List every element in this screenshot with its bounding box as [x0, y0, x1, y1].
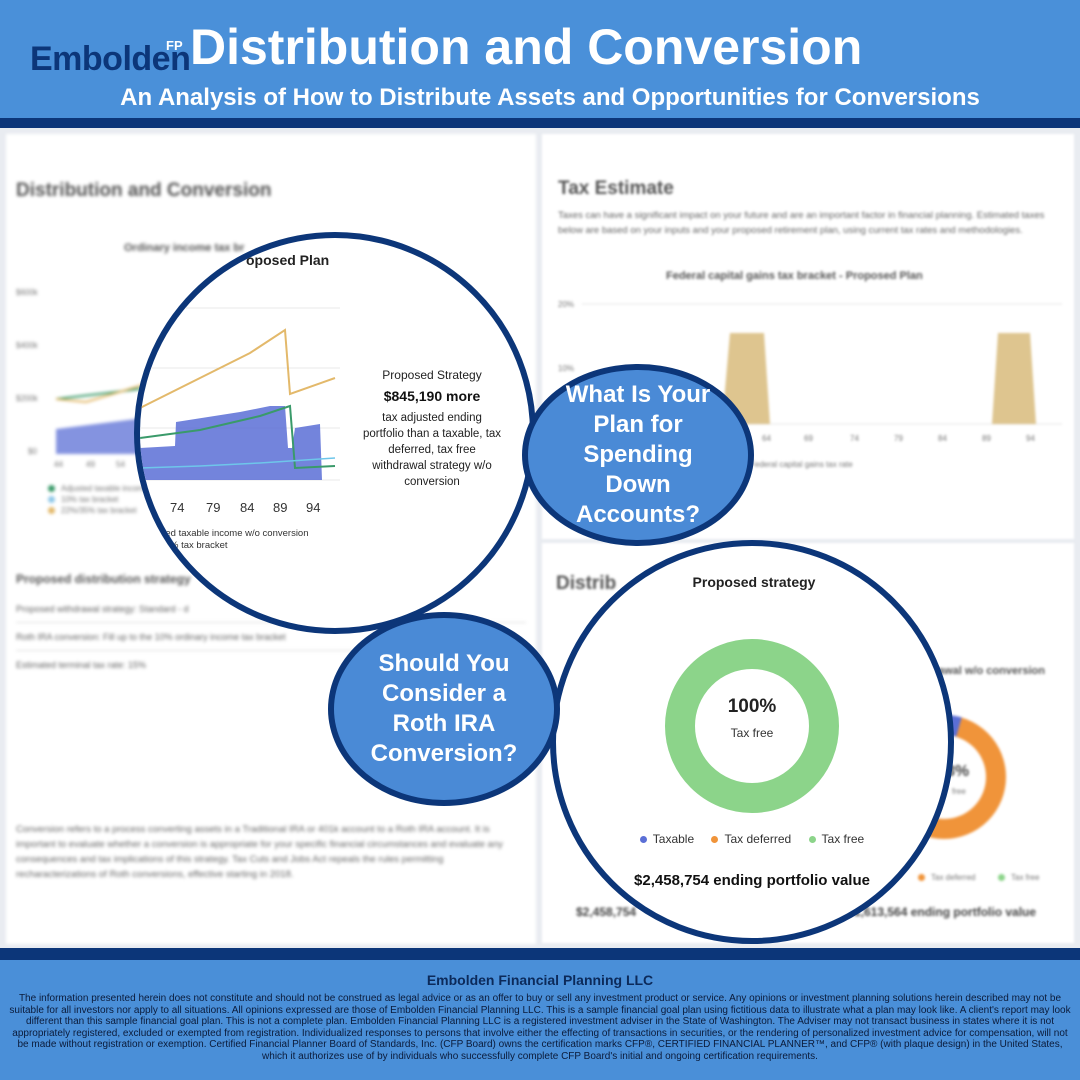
- strategy-line: Estimated terminal tax rate: 15%: [16, 660, 147, 670]
- donut-chart: [665, 639, 839, 813]
- x-tick: 79: [894, 434, 903, 443]
- strategy-amount: $845,190 more: [383, 388, 481, 404]
- donut-ending-value: $2,458,754 ending portfolio value: [634, 872, 870, 889]
- x-tick: 94: [306, 500, 321, 515]
- conversion-text: Conversion refers to a process convertin…: [16, 824, 503, 880]
- tax-area: [722, 333, 770, 424]
- strategy-label: Proposed Strategy: [382, 368, 482, 382]
- donut-legend: Taxable Tax deferred Tax free: [556, 832, 948, 846]
- right-portfolio-value: 1,613,564 ending portfolio value: [854, 905, 1037, 919]
- y-tick: $0: [28, 447, 37, 456]
- donut-label: free: [952, 787, 966, 796]
- distribution-panel-title: Distrib: [556, 573, 617, 594]
- zoom-circle-donut: Proposed strategy 100% Tax free Taxable …: [550, 540, 954, 944]
- x-tick: 74: [850, 434, 859, 443]
- tax-chart-title: Federal capital gains tax bracket - Prop…: [666, 270, 923, 282]
- bubble-roth-conversion: Should You Consider a Roth IRA Conversio…: [328, 612, 560, 806]
- tax-legend: Federal capital gains tax rate: [750, 460, 853, 469]
- tax-panel-title: Tax Estimate: [558, 178, 674, 199]
- legend-item: Tax deferred: [918, 873, 975, 882]
- y-tick: $400k: [16, 341, 38, 350]
- y-tick: $600k: [16, 288, 38, 297]
- legend-item-tax-deferred: Tax deferred: [711, 832, 791, 846]
- legend-item: 10% tax bracket: [48, 495, 118, 504]
- x-tick: 69: [804, 434, 813, 443]
- logo: Embolden: [30, 40, 191, 78]
- legend-item: % tax bracket: [170, 540, 228, 551]
- x-tick: 74: [170, 500, 185, 515]
- tax-panel-text: Taxes can have a significant impact on y…: [558, 210, 1045, 236]
- zoom-circle-chart: oposed Plan 74 79 84 89 94 sted taxable …: [134, 232, 536, 634]
- header-divider: [0, 118, 1080, 128]
- zoom-chart-plot: [140, 307, 340, 481]
- donut-title: Proposed strategy: [692, 574, 816, 590]
- strategy-description: tax adjusted ending portfolio than a tax…: [362, 412, 502, 488]
- footer-divider: [0, 948, 1080, 960]
- x-tick: 89: [982, 434, 991, 443]
- left-chart-title: Ordinary income tax br: [124, 242, 245, 254]
- x-tick: 79: [206, 500, 221, 515]
- legend-item: Adjusted taxable income: [48, 484, 148, 493]
- x-tick: 64: [762, 434, 771, 443]
- logo-superscript: FP: [166, 38, 183, 53]
- x-tick: 49: [86, 460, 95, 469]
- line-upper-bracket: [140, 328, 336, 409]
- zoom-chart-title: oposed Plan: [246, 252, 330, 268]
- page-title: Distribution and Conversion: [190, 19, 863, 75]
- x-tick: 84: [938, 434, 947, 443]
- legend-item-taxable: Taxable: [639, 832, 694, 846]
- footer-disclaimer: The information presented herein does no…: [9, 993, 1071, 1062]
- distribution-chart-caption: awal w/o conversion: [938, 665, 1045, 677]
- y-tick: $200k: [16, 394, 38, 403]
- x-tick: 44: [54, 460, 63, 469]
- strategy-line: Proposed withdrawal strategy: Standard -…: [16, 604, 189, 614]
- donut-center-label: Tax free: [730, 726, 774, 740]
- x-tick: 84: [240, 500, 255, 515]
- line-tax-bracket: [140, 404, 336, 470]
- left-portfolio-value: $2,458,754: [576, 905, 637, 919]
- donut-slice-tax-free: [665, 639, 839, 813]
- donut-center-value: 100%: [727, 696, 777, 717]
- y-tick: 10%: [558, 364, 575, 373]
- footer-company: Embolden Financial Planning LLC: [426, 972, 654, 988]
- x-tick: 54: [116, 460, 125, 469]
- y-tick: 20%: [558, 300, 575, 309]
- x-tick: 94: [1026, 434, 1035, 443]
- footer: [0, 950, 1080, 1080]
- legend-item: 22%/35% tax bracket: [48, 506, 137, 515]
- x-tick: 89: [273, 500, 288, 515]
- line-10-bracket: [140, 457, 336, 469]
- legend-item: sted taxable income w/o conversion: [158, 528, 309, 539]
- header-banner: [0, 0, 1080, 118]
- legend-item-tax-free: Tax free: [808, 832, 864, 846]
- strategy-title: Proposed distribution strategy: [16, 572, 191, 586]
- strategy-line: Roth IRA conversion: Fill up to the 10% …: [16, 632, 286, 642]
- page-subtitle: An Analysis of How to Distribute Assets …: [120, 84, 980, 111]
- left-panel-title: Distribution and Conversion: [16, 180, 272, 201]
- legend-item: Tax free: [998, 873, 1039, 882]
- divider: [16, 650, 526, 651]
- bubble-spending-down: What Is Your Plan for Spending Down Acco…: [522, 364, 754, 546]
- tax-area: [992, 333, 1036, 424]
